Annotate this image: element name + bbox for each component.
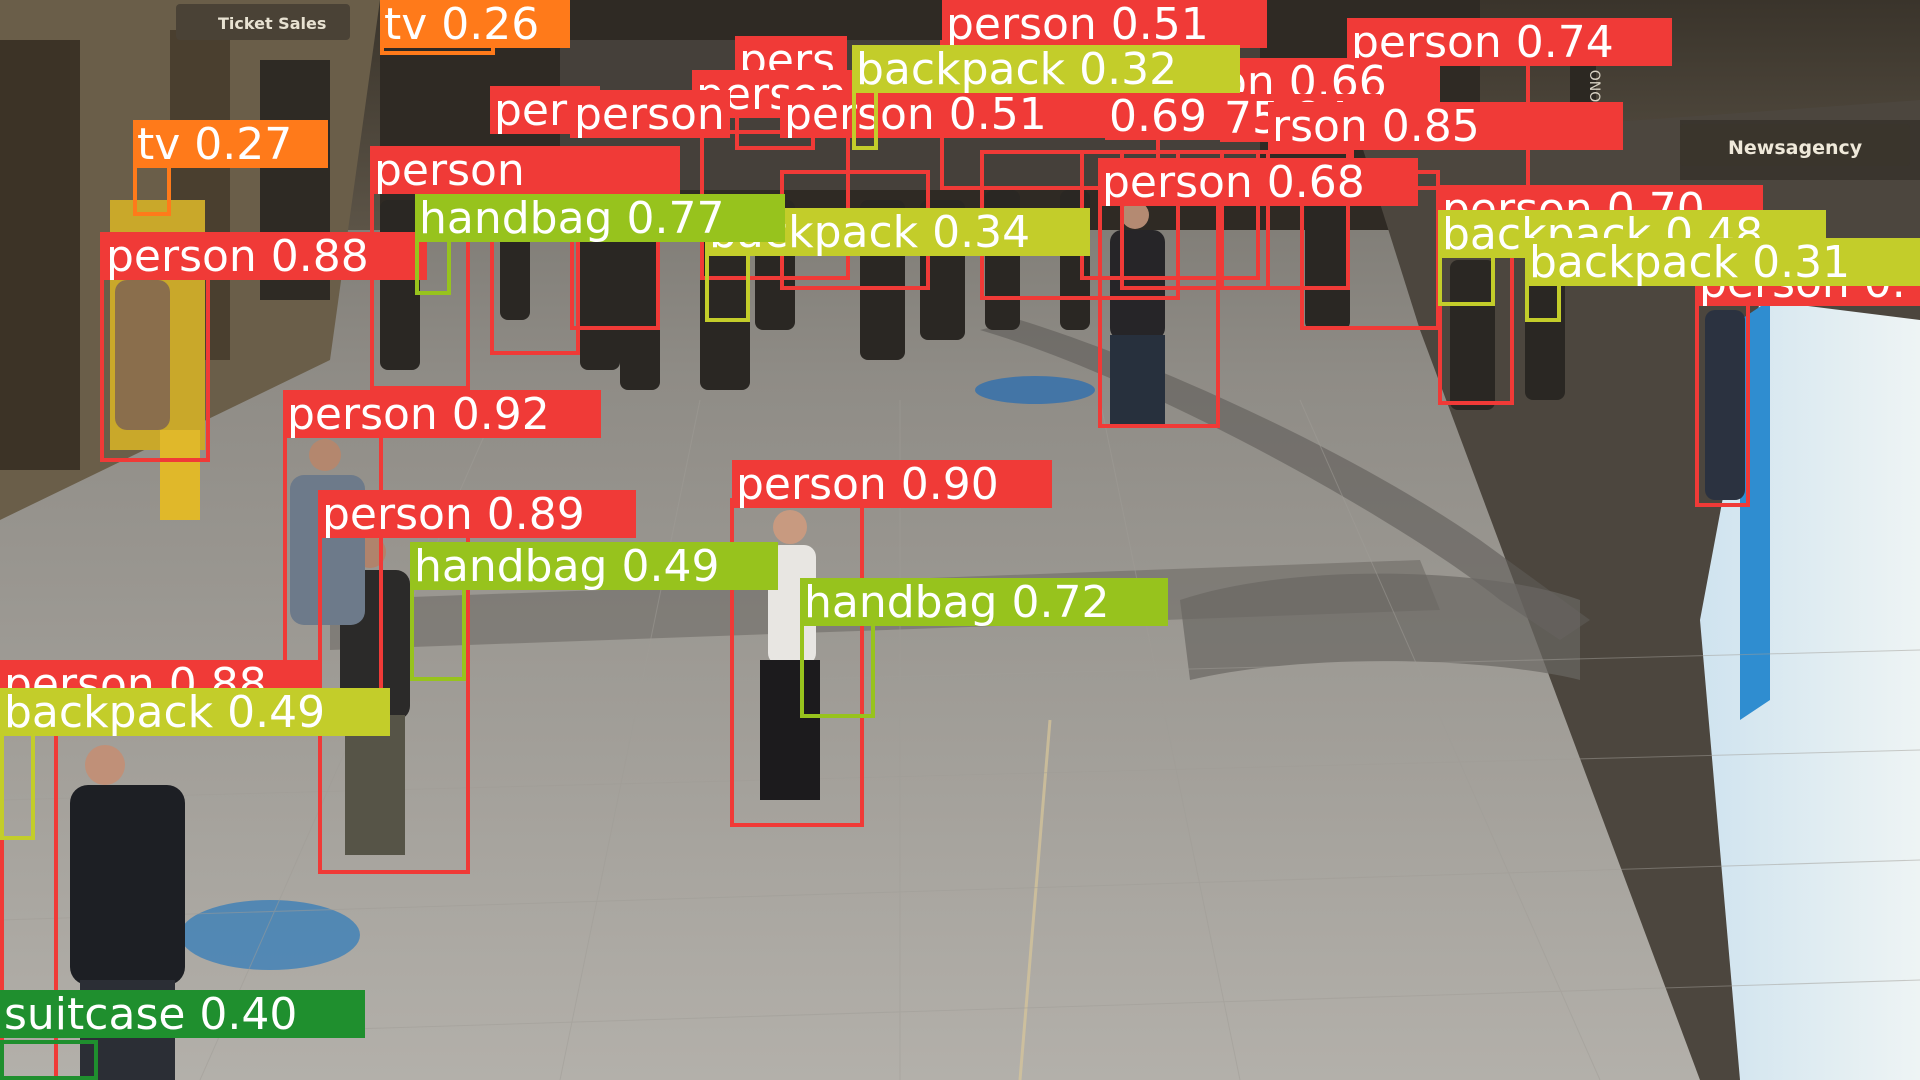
tv-label-background	[133, 120, 328, 168]
detection-handbag: handbag 0.77	[415, 193, 785, 295]
backpack-label-background	[852, 45, 1240, 93]
person-label-text: person 0.68	[1102, 157, 1365, 208]
person-label-background	[1268, 102, 1623, 150]
person-label-text: person	[574, 89, 725, 140]
detection-suitcase: suitcase 0.40	[0, 989, 365, 1080]
backpack-label-background	[1525, 238, 1920, 286]
handbag-label-background	[800, 578, 1168, 626]
backpack-label-text: backpack 0.49	[4, 687, 325, 738]
pedestrian-left-ticket	[115, 280, 170, 430]
backpack-label-text: backpack 0.31	[1529, 237, 1850, 288]
detection-person: rson 0.85	[1268, 101, 1623, 330]
handbag-label-background	[410, 542, 778, 590]
detection-backpack: backpack 0.49	[0, 687, 390, 840]
handbag-label-text: handbag 0.77	[419, 193, 724, 244]
suitcase-bounding-box	[0, 1040, 98, 1080]
newsagency-sign-text: Newsagency	[1728, 137, 1863, 159]
detection-person: person	[570, 89, 730, 330]
pedestrian-right-edge	[1705, 310, 1745, 500]
detection-handbag: handbag 0.49	[410, 541, 778, 681]
person-label-text: 0.69	[1109, 91, 1207, 142]
person-label-text: person 0.51	[946, 0, 1209, 50]
person-label-text: person 0.90	[736, 459, 999, 510]
suitcase-label-text: suitcase 0.40	[4, 989, 297, 1040]
person-label-background	[370, 146, 680, 194]
newsagency-sign: Newsagency	[1680, 124, 1910, 166]
person-label-background	[942, 0, 1267, 48]
handbag-label-text: handbag 0.72	[804, 577, 1109, 628]
detection-person: person	[370, 145, 680, 390]
pedestrian-right-center	[1110, 201, 1165, 425]
person-label-background	[732, 460, 1052, 508]
detection-backpack: backpack 0.32	[852, 44, 1240, 150]
tv-label-background	[380, 0, 570, 48]
detection-backpack: backpack 0.31	[1525, 237, 1920, 322]
detection-person: person 0.90	[730, 459, 1052, 827]
person-label-text: person	[374, 145, 525, 196]
tv-label-text: tv 0.27	[137, 119, 292, 170]
person-label-text: person 0.89	[322, 489, 585, 540]
person-label-text: person 0.88	[106, 231, 369, 282]
detection-person: person 0.68	[1098, 157, 1418, 428]
person-label-background	[283, 390, 601, 438]
tv-label-text: tv 0.26	[384, 0, 539, 50]
ticket-sales-sign-text: Ticket Sales	[218, 14, 326, 33]
backpack-label-background	[0, 688, 390, 736]
detection-tv: tv 0.26	[380, 0, 570, 55]
person-label-background	[570, 90, 730, 138]
person-label-background	[1098, 158, 1418, 206]
person-label-text: per	[494, 85, 568, 136]
detection-person: person 0.51	[940, 0, 1267, 190]
suitcase-label-background	[0, 990, 365, 1038]
pedestrian-center	[760, 510, 820, 800]
ticket-sales-sign: Ticket Sales	[176, 4, 350, 40]
person-label-text: person 0.92	[287, 389, 550, 440]
detection-handbag: handbag 0.72	[800, 577, 1168, 718]
handbag-label-background	[415, 194, 785, 242]
person-bounding-box	[1120, 150, 1270, 290]
handbag-label-text: handbag 0.49	[414, 541, 719, 592]
detection-person: person 0.51	[780, 89, 1140, 290]
person-label-background	[318, 490, 636, 538]
detection-tv: tv 0.27	[133, 119, 328, 216]
ono-sign-text: ONO	[1586, 70, 1602, 103]
person-label-background	[780, 90, 1140, 138]
backpack-label-text: backpack 0.32	[856, 44, 1177, 95]
person-label-text: person 0.51	[784, 89, 1047, 140]
detection-person: person 0.89	[318, 489, 636, 874]
person-bounding-box	[1220, 150, 1350, 290]
person-label-text: rson 0.85	[1272, 101, 1480, 152]
detection-person: person 0.92	[283, 389, 601, 730]
